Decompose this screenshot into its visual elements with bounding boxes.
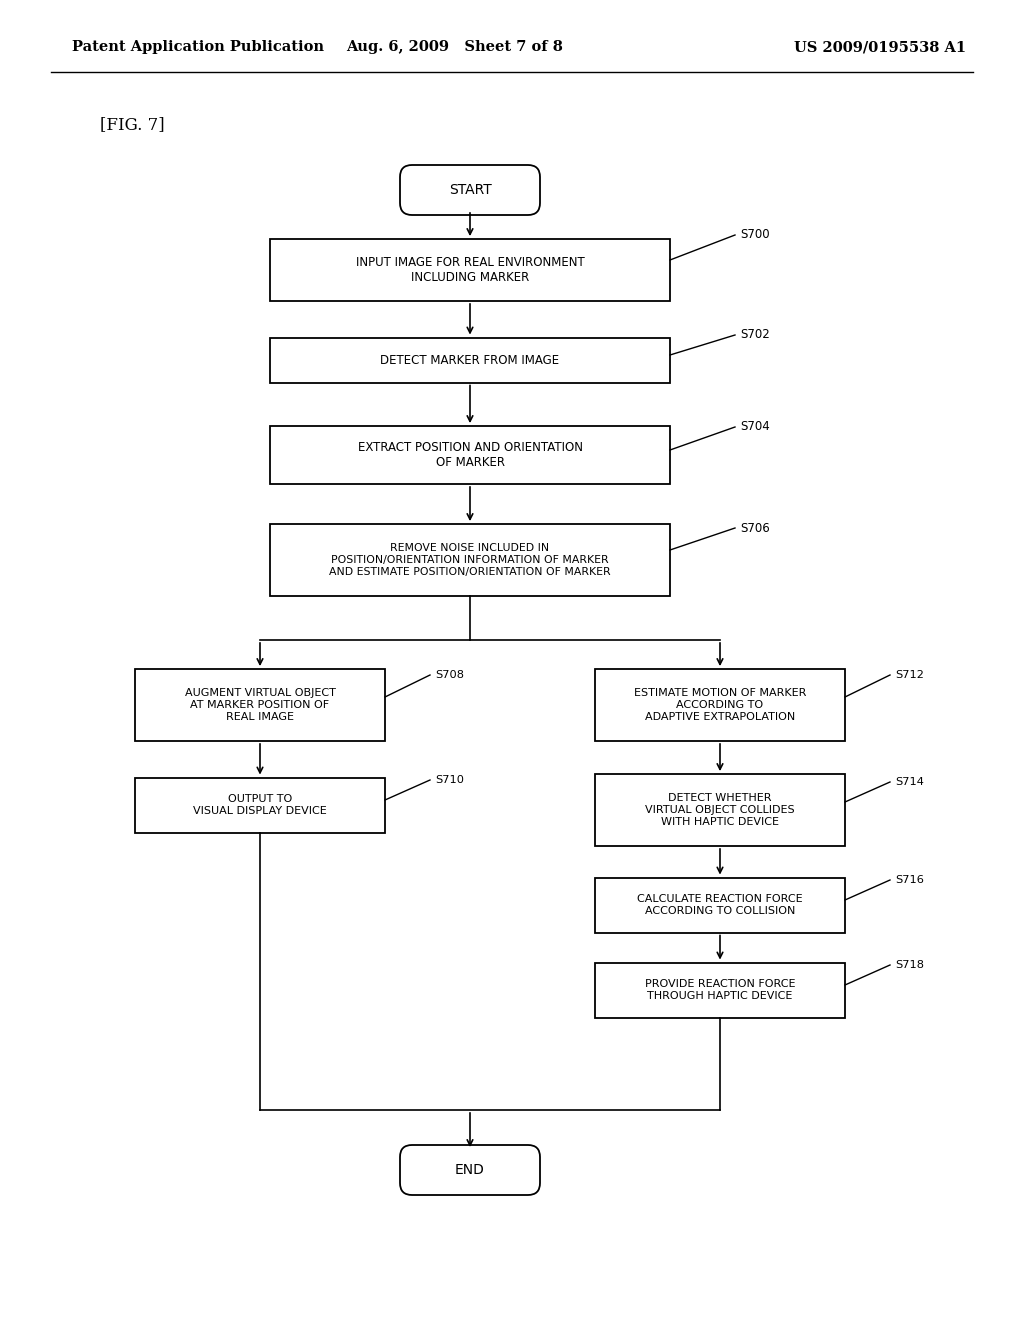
Text: S704: S704	[740, 421, 770, 433]
Text: [FIG. 7]: [FIG. 7]	[100, 116, 165, 133]
Bar	[270, 338, 670, 383]
Bar	[270, 426, 670, 484]
Text: INPUT IMAGE FOR REAL ENVIRONMENT
INCLUDING MARKER: INPUT IMAGE FOR REAL ENVIRONMENT INCLUDI…	[355, 256, 585, 284]
Bar	[135, 777, 385, 833]
Bar	[595, 878, 845, 932]
Text: AUGMENT VIRTUAL OBJECT
AT MARKER POSITION OF
REAL IMAGE: AUGMENT VIRTUAL OBJECT AT MARKER POSITIO…	[184, 689, 336, 722]
Text: S712: S712	[895, 671, 924, 680]
Text: S700: S700	[740, 228, 770, 242]
Bar	[595, 669, 845, 741]
Text: OUTPUT TO
VISUAL DISPLAY DEVICE: OUTPUT TO VISUAL DISPLAY DEVICE	[194, 795, 327, 816]
Text: REMOVE NOISE INCLUDED IN
POSITION/ORIENTATION INFORMATION OF MARKER
AND ESTIMATE: REMOVE NOISE INCLUDED IN POSITION/ORIENT…	[329, 544, 610, 577]
Text: DETECT WHETHER
VIRTUAL OBJECT COLLIDES
WITH HAPTIC DEVICE: DETECT WHETHER VIRTUAL OBJECT COLLIDES W…	[645, 793, 795, 826]
FancyBboxPatch shape	[400, 165, 540, 215]
Text: CALCULATE REACTION FORCE
ACCORDING TO COLLISION: CALCULATE REACTION FORCE ACCORDING TO CO…	[637, 894, 803, 916]
Bar	[595, 962, 845, 1018]
Text: S710: S710	[435, 775, 464, 785]
Text: EXTRACT POSITION AND ORIENTATION
OF MARKER: EXTRACT POSITION AND ORIENTATION OF MARK…	[357, 441, 583, 469]
Text: END: END	[455, 1163, 485, 1177]
Text: S706: S706	[740, 521, 770, 535]
Text: DETECT MARKER FROM IMAGE: DETECT MARKER FROM IMAGE	[381, 354, 559, 367]
Bar	[270, 524, 670, 597]
Text: S718: S718	[895, 960, 924, 970]
Text: S716: S716	[895, 875, 924, 884]
Text: US 2009/0195538 A1: US 2009/0195538 A1	[794, 40, 966, 54]
FancyBboxPatch shape	[400, 1144, 540, 1195]
Text: Aug. 6, 2009   Sheet 7 of 8: Aug. 6, 2009 Sheet 7 of 8	[346, 40, 563, 54]
Text: ESTIMATE MOTION OF MARKER
ACCORDING TO
ADAPTIVE EXTRAPOLATION: ESTIMATE MOTION OF MARKER ACCORDING TO A…	[634, 689, 806, 722]
Text: S708: S708	[435, 671, 464, 680]
Bar	[135, 669, 385, 741]
Bar	[595, 774, 845, 846]
Text: S702: S702	[740, 329, 770, 342]
Text: START: START	[449, 183, 492, 197]
Text: PROVIDE REACTION FORCE
THROUGH HAPTIC DEVICE: PROVIDE REACTION FORCE THROUGH HAPTIC DE…	[645, 979, 796, 1001]
Bar	[270, 239, 670, 301]
Text: S714: S714	[895, 777, 924, 787]
Text: Patent Application Publication: Patent Application Publication	[72, 40, 324, 54]
